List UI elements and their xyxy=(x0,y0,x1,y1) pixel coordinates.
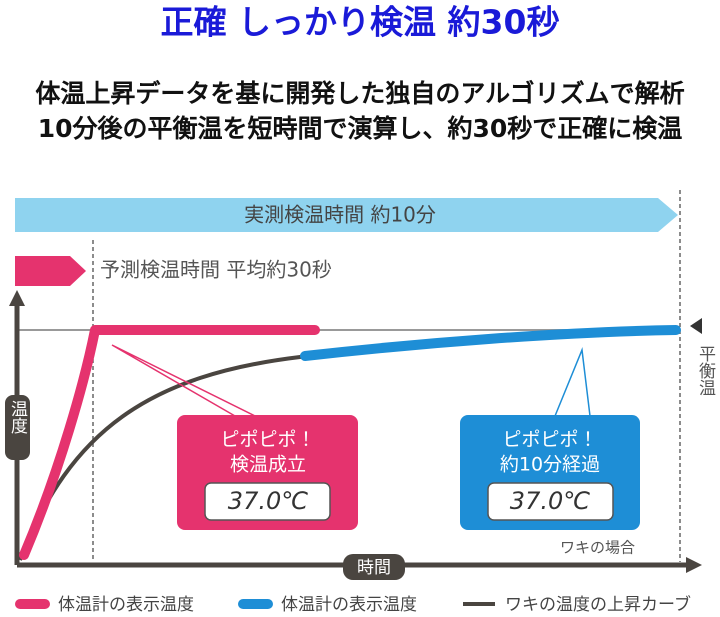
display-screen xyxy=(204,482,331,521)
callout-status: 約10分経過 xyxy=(500,454,600,476)
callout-status: 検温成立 xyxy=(230,454,306,476)
y-label-box xyxy=(5,395,30,460)
description: 10分後の平衡温を短時間で演算し、約30秒で正確に検温 xyxy=(38,114,683,143)
equilibrium-pointer xyxy=(690,318,702,334)
callout-reading: 37.0℃ xyxy=(510,487,590,515)
measured-banner: 実測検温時間 約10分 xyxy=(244,203,436,227)
title: 正確 しっかり検温 約30秒 xyxy=(161,3,560,42)
predicted-banner-shape xyxy=(15,256,86,286)
x-axis-arrow xyxy=(686,557,702,573)
equilibrium-label: 平衡温 xyxy=(695,345,716,396)
y-axis-arrow xyxy=(9,290,25,306)
display-screen xyxy=(487,482,614,521)
legend-label: 体温計の表示温度 xyxy=(281,595,417,615)
callout-reading: 37.0℃ xyxy=(228,487,308,515)
description: 体温上昇データを基に開発した独自のアルゴリズムで解析 xyxy=(35,79,684,108)
y-axis-label: 温度 xyxy=(7,400,28,434)
measured-banner-shape xyxy=(15,198,678,232)
x-axis-label: 時間 xyxy=(357,558,391,578)
x-label-box xyxy=(343,554,405,580)
legend-label: 体温計の表示温度 xyxy=(58,595,194,615)
legend-label: ワキの温度の上昇カーブ xyxy=(505,594,691,615)
callout-pointer xyxy=(111,344,256,417)
predicted-display-line xyxy=(19,325,320,560)
predicted-banner: 予測検温時間 平均約30秒 xyxy=(100,258,332,282)
callout-pointer xyxy=(554,347,591,417)
site-note: ワキの場合 xyxy=(560,539,635,557)
callout-chime: ピポピポ！ xyxy=(220,429,315,451)
measured-display-line xyxy=(300,325,681,361)
callout-chime: ピポピポ！ xyxy=(502,429,597,451)
